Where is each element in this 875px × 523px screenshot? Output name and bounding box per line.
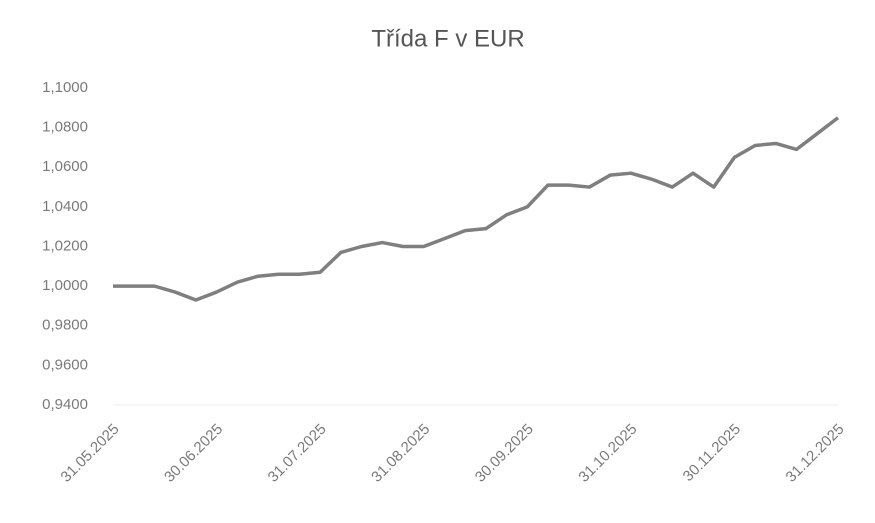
y-tick-label: 1,0200 (42, 237, 88, 254)
x-tick-label: 31.08.2025 (368, 421, 433, 486)
y-tick-label: 1,1000 (42, 79, 88, 96)
x-tick-label: 31.05.2025 (58, 421, 123, 486)
x-tick-label: 30.09.2025 (472, 421, 537, 486)
y-tick-label: 0,9400 (42, 396, 88, 413)
x-tick-label: 30.06.2025 (161, 421, 226, 486)
line-series (113, 116, 840, 302)
x-tick-label: 31.12.2025 (783, 421, 848, 486)
y-tick-label: 0,9800 (42, 317, 88, 334)
y-tick-label: 1,0600 (42, 158, 88, 175)
y-tick-label: 1,0400 (42, 198, 88, 215)
x-tick-label: 31.07.2025 (265, 421, 330, 486)
chart-title: Třída F v EUR (371, 25, 524, 52)
y-tick-label: 0,9600 (42, 356, 88, 373)
y-tick-label: 1,0800 (42, 119, 88, 136)
y-tick-label: 1,0000 (42, 277, 88, 294)
x-tick-label: 30.11.2025 (680, 421, 744, 485)
x-tick-label: 31.10.2025 (575, 421, 640, 486)
